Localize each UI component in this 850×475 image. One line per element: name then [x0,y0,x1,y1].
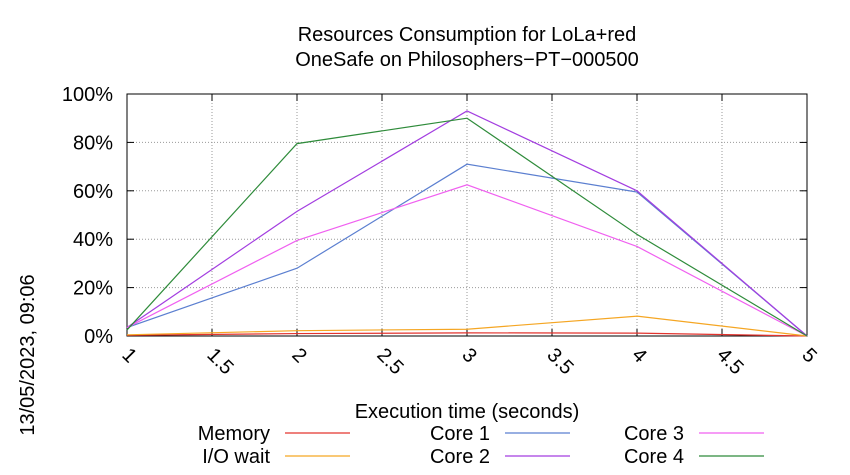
legend-label-i-o-wait: I/O wait [202,446,270,468]
series-line-memory [126,332,808,337]
legend-label-core-3: Core 3 [624,423,684,445]
series-line-core-4 [126,117,808,337]
legend-label-core-2: Core 2 [430,446,490,468]
x-tick-label: 1 [117,344,140,367]
y-tick-label: 40% [73,229,113,251]
x-tick-label: 3 [457,344,480,367]
series-line-core-2 [126,110,808,337]
legend-label-core-4: Core 4 [624,446,684,468]
y-tick-label: 60% [73,181,113,203]
y-tick-label: 20% [73,278,113,300]
y-tick-label: 100% [62,84,113,106]
plot-frame [126,93,808,337]
x-tick-label: 1.5 [202,344,237,379]
series-lines [126,110,808,337]
x-tick-label: 4 [627,344,650,367]
x-axis-label: Execution time (seconds) [355,401,580,423]
series-line-core-3 [126,184,808,337]
legend-label-memory: Memory [198,423,270,445]
x-tick-label: 2 [287,344,310,367]
x-tick-label: 3.5 [542,344,577,379]
x-tick-label: 2.5 [372,344,407,379]
y-axis-ticks: 0% 20% 40% 60% 80% 100% [62,84,807,348]
chart-title: Resources Consumption for LoLa+red [298,24,637,46]
x-tick-label: 5 [797,344,820,367]
y-tick-label: 0% [84,326,113,348]
series-line-i-o-wait [126,315,808,337]
legend-label-core-1: Core 1 [430,423,490,445]
grid [127,94,807,336]
y-tick-label: 80% [73,132,113,154]
timestamp-label: 13/05/2023, 09:06 [17,274,39,435]
x-tick-label: 4.5 [712,344,747,379]
series-line-core-1 [126,163,808,337]
chart-subtitle: OneSafe on Philosophers−PT−000500 [295,49,639,71]
